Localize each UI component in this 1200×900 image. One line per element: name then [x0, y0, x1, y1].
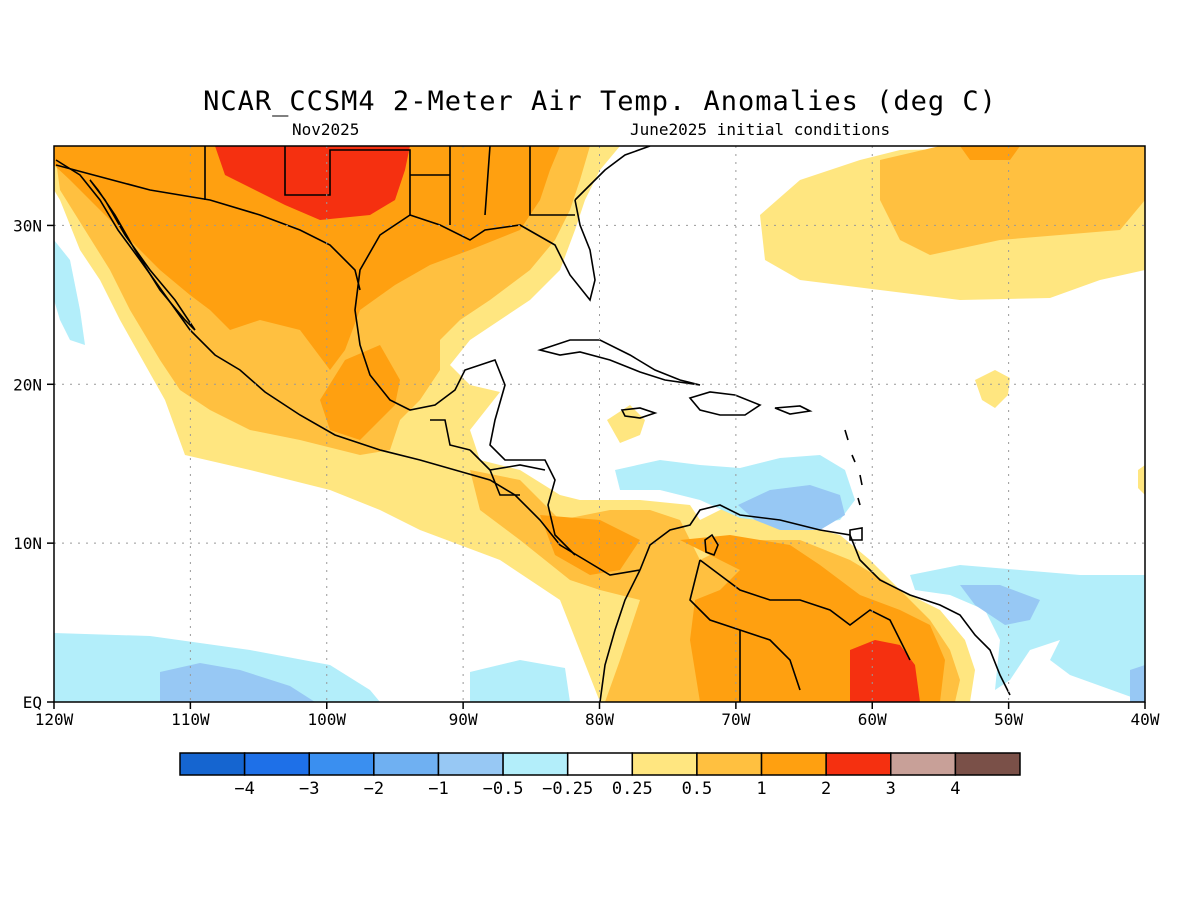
x-tick-label: 100W [307, 710, 346, 729]
colorbar-swatch [373, 752, 440, 776]
colorbar-label: 3 [886, 779, 896, 799]
colorbar-swatch [631, 752, 698, 776]
colorbar-label: −4 [234, 779, 254, 799]
colorbar-label: 1 [756, 779, 766, 799]
colorbar-label: 0.5 [682, 779, 713, 799]
colorbar-label: −1 [428, 779, 448, 799]
colorbar-label: −3 [299, 779, 319, 799]
colorbar-label: 2 [821, 779, 831, 799]
anomaly-2-3 [215, 146, 920, 702]
colorbar-swatch [954, 752, 1021, 776]
x-tick-label: 60W [858, 710, 887, 729]
x-axis: 120W 110W 100W 90W 80W 70W 60W 50W 40W [35, 702, 1160, 729]
y-axis: EQ 10N 20N 30N [13, 216, 54, 712]
colorbar-swatch [760, 752, 827, 776]
colorbar-swatch [696, 752, 763, 776]
x-tick-label: 70W [721, 710, 750, 729]
colorbar-swatch [179, 752, 246, 776]
anomaly-fill-layer [54, 146, 1145, 702]
forecast-month: Nov2025 [292, 120, 360, 139]
x-tick-label: 90W [449, 710, 478, 729]
y-tick-label: 30N [13, 216, 42, 235]
colorbar-label: 0.25 [612, 779, 653, 799]
chart-title: NCAR_CCSM4 2-Meter Air Temp. Anomalies (… [203, 86, 997, 117]
colorbar-swatch [566, 752, 634, 776]
colorbar: −4 −3 −2 −1 −0.5 −0.25 0.25 0.5 1 2 3 4 [179, 752, 1021, 799]
colorbar-swatch [825, 752, 892, 776]
colorbar-swatch [308, 752, 375, 776]
colorbar-swatch [502, 752, 569, 776]
colorbar-label: −2 [364, 779, 384, 799]
x-tick-label: 120W [35, 710, 74, 729]
anomaly-neg-0.5-1 [160, 485, 1145, 702]
colorbar-swatch [243, 752, 310, 776]
y-tick-label: EQ [23, 693, 42, 712]
colorbar-label: −0.25 [542, 779, 593, 799]
colorbar-swatch [890, 752, 957, 776]
x-tick-label: 110W [171, 710, 210, 729]
y-tick-label: 20N [13, 375, 42, 394]
x-tick-label: 40W [1131, 710, 1160, 729]
y-tick-label: 10N [13, 534, 42, 553]
x-tick-label: 80W [585, 710, 614, 729]
colorbar-label: 4 [950, 779, 960, 799]
initial-conditions: June2025 initial conditions [630, 120, 891, 139]
colorbar-label: −0.5 [483, 779, 524, 799]
coastlines [55, 146, 1011, 702]
x-tick-label: 50W [994, 710, 1023, 729]
gridlines [54, 146, 1145, 702]
colorbar-swatch [437, 752, 504, 776]
